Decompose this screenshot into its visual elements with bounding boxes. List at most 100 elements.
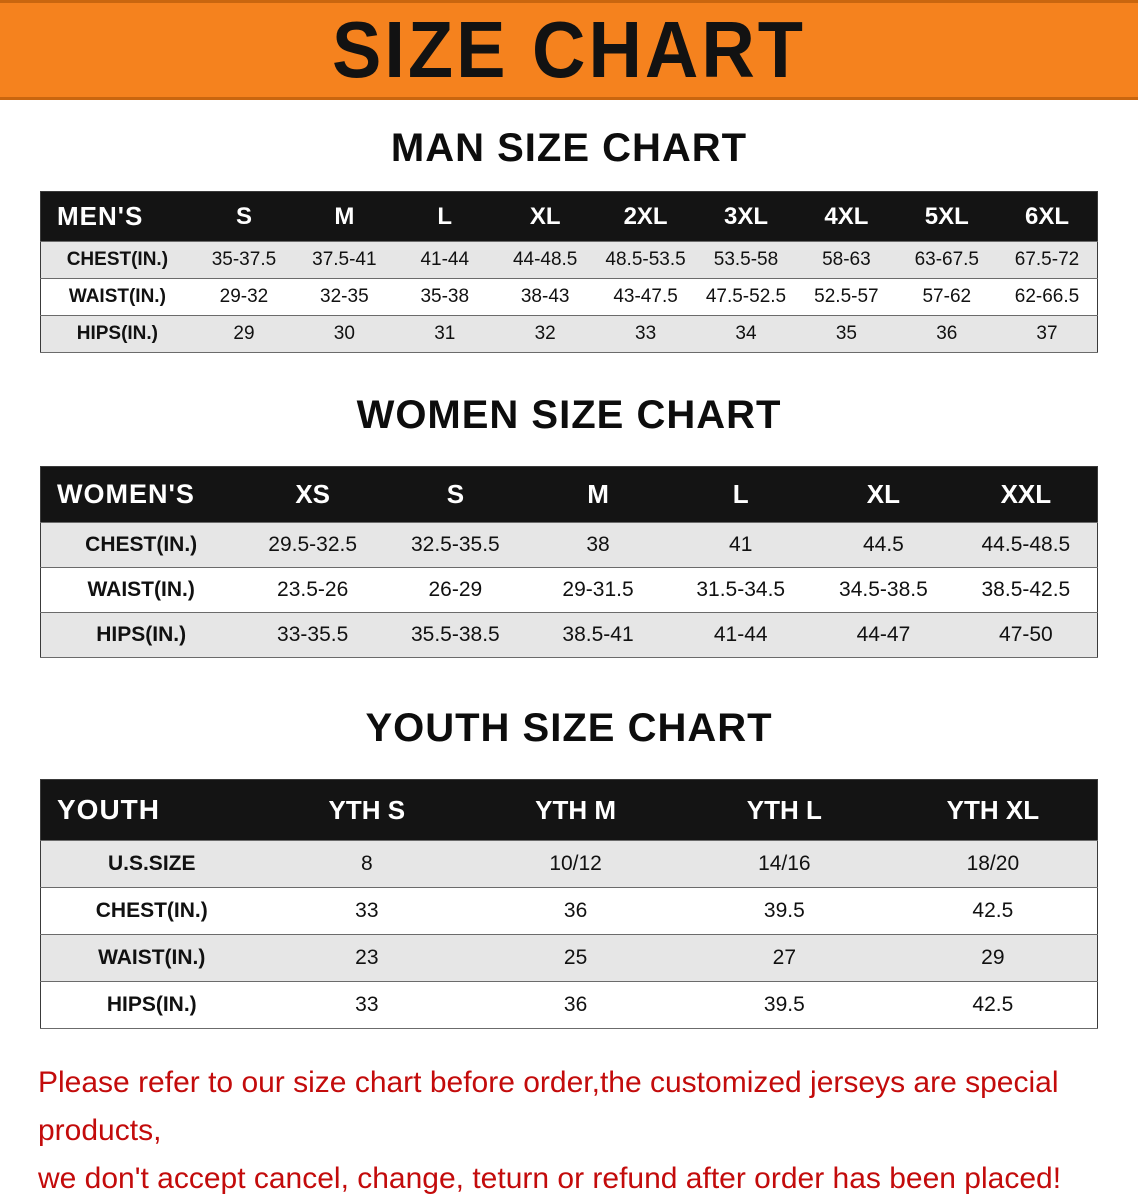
size-value-cell: 33 xyxy=(635,323,657,344)
size-value-cell: 10/12 xyxy=(549,852,602,875)
size-column-header: 6XL xyxy=(997,191,1098,242)
mens-section-heading: MAN SIZE CHART xyxy=(390,126,748,170)
size-value-cell: 29.5-32.5 xyxy=(268,533,358,556)
table-row: HIPS(IN.) 33-35.5 35.5-38.5 38.5-41 41-44 44-… xyxy=(40,612,1098,658)
size-column-header: M xyxy=(294,191,395,242)
womens-section: WOMEN SIZE CHART WOMEN'S XS S M L XL XXL CHEST(… xyxy=(40,393,1098,658)
size-column-header: 2XL xyxy=(595,191,696,242)
size-column-header: XS xyxy=(241,466,385,523)
size-value-cell: 31.5-34.5 xyxy=(696,578,786,601)
banner: SIZE CHART xyxy=(0,0,1138,100)
size-value-cell: 32.5-35.5 xyxy=(410,533,500,556)
size-value-cell: 35 xyxy=(835,323,857,344)
size-value-cell: 32 xyxy=(534,323,556,344)
size-value-cell: 47.5-52.5 xyxy=(705,286,787,307)
size-value-cell: 48.5-53.5 xyxy=(605,249,686,270)
table-row: WAIST(IN.) 23.5-26 26-29 29-31.5 31.5-34.5 34… xyxy=(40,567,1098,613)
size-column-header: 4XL xyxy=(796,191,897,242)
size-value-cell: 29-31.5 xyxy=(562,578,634,601)
size-value-cell: 34 xyxy=(735,323,757,344)
youth-section-heading: YOUTH SIZE CHART xyxy=(365,706,773,750)
size-column-header: XL xyxy=(494,191,596,242)
size-value-cell: 42.5 xyxy=(972,993,1014,1016)
size-column-header: YTH S xyxy=(262,779,472,841)
youth-size-table: YOUTH YTH S YTH M YTH L YTH XL U.S.SIZE 8 10/12… xyxy=(40,779,1098,1029)
size-column-header: M xyxy=(526,466,670,523)
size-value-cell: 8 xyxy=(361,852,373,875)
size-value-cell: 36 xyxy=(563,993,588,1016)
disclaimer: Please refer to our size chart before or… xyxy=(38,1059,1100,1203)
header-row: MEN'S S M L XL 2XL 3XL 4XL 5XL 6XL xyxy=(40,191,1098,242)
table-corner-label: MEN'S xyxy=(40,191,194,242)
table-row: HIPS(IN.) 33 36 39.5 42.5 xyxy=(40,981,1098,1029)
table-row: WAIST(IN.) 23 25 27 29 xyxy=(40,934,1098,982)
table-row: HIPS(IN.) 29 30 31 32 33 34 35 36 37 xyxy=(40,315,1098,353)
size-value-cell: 18/20 xyxy=(966,852,1020,875)
size-column-header: S xyxy=(193,191,295,242)
size-value-cell: 27 xyxy=(772,946,797,969)
size-column-header: YTH M xyxy=(471,779,680,841)
size-value-cell: 36 xyxy=(936,323,958,344)
size-column-header: L xyxy=(669,466,813,523)
disclaimer-line-1: Please refer to our size chart before or… xyxy=(38,1066,1059,1147)
size-value-cell: 30 xyxy=(333,323,355,344)
size-value-cell: 58-63 xyxy=(822,249,871,270)
table-corner-label: YOUTH xyxy=(40,779,263,841)
size-value-cell: 33 xyxy=(355,993,379,1016)
size-value-cell: 63-67.5 xyxy=(914,249,980,270)
table-row: U.S.SIZE 8 10/12 14/16 18/20 xyxy=(40,840,1098,888)
page-title: SIZE CHART xyxy=(332,4,806,95)
size-value-cell: 44.5-48.5 xyxy=(981,533,1071,556)
size-column-header: YTH L xyxy=(679,779,889,841)
size-value-cell: 29 xyxy=(981,946,1005,969)
size-value-cell: 38 xyxy=(586,533,610,556)
size-value-cell: 34.5-38.5 xyxy=(839,578,928,601)
size-value-cell: 44.5 xyxy=(862,533,904,556)
size-value-cell: 47-50 xyxy=(999,623,1053,646)
womens-size-table: WOMEN'S XS S M L XL XXL CHEST(IN.) 29.5-32.5 32.5… xyxy=(40,466,1098,658)
size-value-cell: 29-32 xyxy=(219,286,269,307)
size-value-cell: 33 xyxy=(355,899,379,922)
size-value-cell: 35-37.5 xyxy=(211,249,277,270)
size-column-header: S xyxy=(384,466,527,523)
size-value-cell: 41 xyxy=(729,533,753,556)
size-column-header: 5XL xyxy=(896,191,997,242)
row-label: WAIST(IN.) xyxy=(87,578,195,601)
size-value-cell: 23.5-26 xyxy=(277,578,349,601)
womens-section-heading: WOMEN SIZE CHART xyxy=(356,393,782,437)
row-label: CHEST(IN.) xyxy=(95,899,208,922)
size-value-cell: 37 xyxy=(1036,323,1058,344)
size-value-cell: 41-44 xyxy=(420,249,470,270)
size-value-cell: 57-62 xyxy=(922,286,972,307)
size-value-cell: 43-47.5 xyxy=(613,286,678,307)
row-label: CHEST(IN.) xyxy=(66,249,169,270)
size-column-header: L xyxy=(394,191,495,242)
row-label: WAIST(IN.) xyxy=(98,946,206,969)
table-row: CHEST(IN.) 29.5-32.5 32.5-35.5 38 41 44.5 44.5… xyxy=(40,522,1098,568)
size-value-cell: 38-43 xyxy=(520,286,570,307)
size-value-cell: 32-35 xyxy=(320,286,369,307)
size-column-header: XL xyxy=(812,466,955,523)
row-label: CHEST(IN.) xyxy=(85,533,198,556)
row-label: HIPS(IN.) xyxy=(76,323,159,344)
size-value-cell: 44-48.5 xyxy=(512,249,578,270)
size-value-cell: 25 xyxy=(563,946,588,969)
size-value-cell: 36 xyxy=(563,899,588,922)
size-value-cell: 29 xyxy=(233,323,255,344)
size-column-header: 3XL xyxy=(695,191,797,242)
table-corner-label: WOMEN'S xyxy=(40,466,242,523)
mens-table-box: MEN'S S M L XL 2XL 3XL 4XL 5XL 6XL CHEST(IN.) 35-37… xyxy=(40,191,1098,353)
mens-section: MAN SIZE CHART MEN'S S M L XL 2XL 3XL 4XL 5XL 6XL… xyxy=(40,126,1098,353)
size-value-cell: 31 xyxy=(434,323,456,344)
size-value-cell: 38.5-41 xyxy=(562,623,634,646)
disclaimer-line-2: we don't accept cancel, change, teturn o… xyxy=(38,1162,1062,1195)
size-value-cell: 23 xyxy=(355,946,379,969)
row-label: U.S.SIZE xyxy=(107,852,196,875)
size-value-cell: 52.5-57 xyxy=(814,286,879,307)
size-value-cell: 44-47 xyxy=(856,623,911,646)
table-row: WAIST(IN.) 29-32 32-35 35-38 38-43 43-47.5 47.… xyxy=(40,278,1098,316)
size-value-cell: 67.5-72 xyxy=(1014,249,1080,270)
mens-size-table: MEN'S S M L XL 2XL 3XL 4XL 5XL 6XL CHEST(IN.) 35-37… xyxy=(40,191,1098,353)
youth-section: YOUTH SIZE CHART YOUTH YTH S YTH M YTH L YTH… xyxy=(40,706,1098,1029)
size-value-cell: 62-66.5 xyxy=(1014,286,1080,307)
